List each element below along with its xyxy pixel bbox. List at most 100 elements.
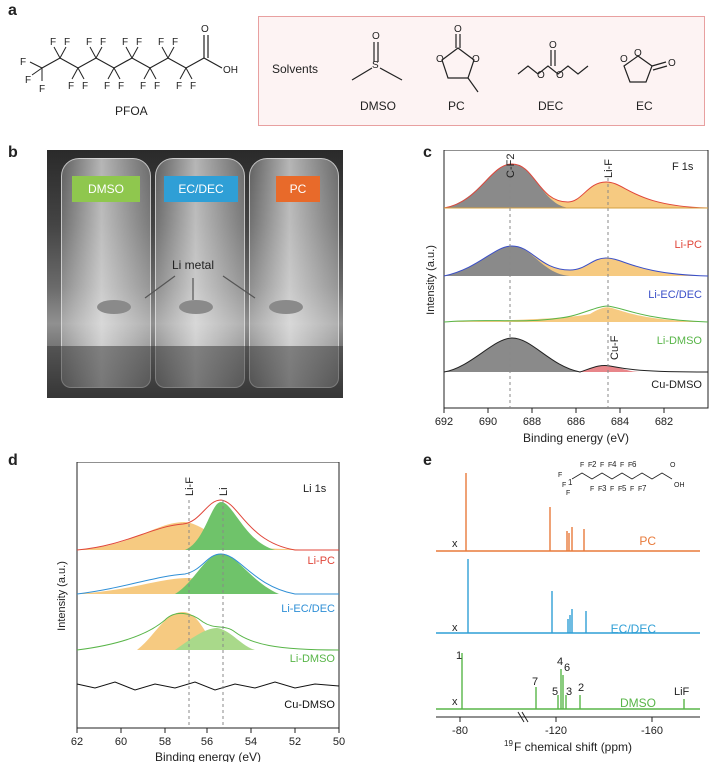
svg-text:684: 684: [611, 416, 629, 428]
pc-x-marker: x: [452, 538, 458, 550]
svg-text:F: F: [608, 462, 612, 469]
trace-cu-dmso: [76, 681, 340, 691]
svg-text:690: 690: [479, 416, 497, 428]
solvents-label: Solvents: [272, 62, 319, 76]
svg-text:F: F: [588, 462, 592, 469]
f1s-title: F 1s: [672, 161, 694, 173]
svg-text:3: 3: [602, 484, 607, 493]
svg-text:O: O: [556, 70, 564, 81]
svg-text:56: 56: [201, 736, 213, 748]
svg-text:F: F: [638, 486, 642, 493]
panel-letter-c: c: [423, 144, 432, 161]
solvent-ec-label: EC: [636, 99, 653, 113]
solvent-dec-label: DEC: [538, 99, 564, 113]
solvents-box: [258, 16, 705, 126]
panel-letter-a: a: [8, 2, 17, 19]
f1s-ylabel: Intensity (a.u.): [425, 245, 437, 315]
svg-text:1: 1: [568, 478, 573, 487]
svg-text:686: 686: [567, 416, 585, 428]
svg-text:O: O: [634, 48, 642, 59]
svg-text:F: F: [25, 75, 31, 86]
li1s-lif-label: Li-F: [184, 477, 196, 496]
svg-text:OH: OH: [674, 482, 685, 489]
solvent-dmso-label: DMSO: [360, 99, 396, 113]
li-metal-label: Li metal: [172, 258, 215, 272]
trace-ec-dec: [436, 559, 700, 634]
svg-text:F: F: [100, 37, 106, 48]
svg-text:O: O: [668, 58, 676, 69]
svg-text:F: F: [158, 37, 164, 48]
svg-text:O: O: [537, 70, 545, 81]
trace-li-dmso: [76, 613, 340, 651]
svg-text:F: F: [68, 81, 74, 92]
li1s-li-ec-dec-label: Li-EC/DEC: [281, 603, 335, 615]
f1s-li-dmso-label: Li-DMSO: [657, 335, 703, 347]
svg-text:O: O: [472, 54, 480, 65]
svg-text:F: F: [610, 486, 614, 493]
nmr-xlabel-superscript: 19: [504, 739, 513, 748]
svg-text:-120: -120: [545, 725, 567, 737]
trace-li-pc: [443, 163, 709, 209]
svg-text:F: F: [628, 462, 632, 469]
svg-text:F: F: [620, 462, 624, 469]
f1s-li-pc-label: Li-PC: [674, 239, 702, 251]
li1s-title: Li 1s: [303, 483, 327, 495]
svg-text:2: 2: [592, 460, 597, 469]
nmr-xlabel: F chemical shift (ppm): [514, 740, 632, 754]
dmso-x-marker: x: [452, 696, 458, 708]
solvent-pc-label: PC: [448, 99, 465, 113]
svg-text:F: F: [118, 81, 124, 92]
svg-text:O: O: [454, 24, 462, 35]
svg-text:O: O: [670, 462, 676, 469]
tag-dmso: DMSO: [72, 176, 140, 202]
svg-text:F: F: [154, 81, 160, 92]
svg-text:6: 6: [632, 460, 637, 469]
dmso-peak-6: 6: [564, 662, 570, 674]
svg-text:O: O: [549, 40, 557, 51]
svg-text:O: O: [372, 31, 380, 42]
nmr-pc-label: PC: [639, 534, 656, 548]
f1s-lif-label: Li-F: [603, 159, 615, 178]
svg-text:F: F: [50, 37, 56, 48]
li1s-xtick: 62: [71, 736, 83, 748]
svg-text:F: F: [39, 84, 45, 95]
svg-text:F: F: [598, 486, 602, 493]
pfoa-o-atom: O: [201, 24, 209, 35]
pfoa-inset-structure: F F F F F F F F F F F F F F F O OH 1 2 3…: [558, 460, 685, 497]
svg-text:F: F: [64, 37, 70, 48]
svg-text:F: F: [140, 81, 146, 92]
tag-pc: PC: [276, 176, 320, 202]
svg-text:F: F: [580, 462, 584, 469]
dmso-peak-7: 7: [532, 676, 538, 688]
dmso-peak-2: 2: [578, 682, 584, 694]
svg-text:4: 4: [612, 460, 617, 469]
svg-text:58: 58: [159, 736, 171, 748]
svg-text:F: F: [590, 486, 594, 493]
pfoa-label: PFOA: [115, 104, 148, 118]
li1s-li-pc-label: Li-PC: [307, 555, 335, 567]
trace-li-ec-dec: [443, 245, 709, 277]
nmr-ec-dec-label: EC/DEC: [611, 622, 657, 636]
f1s-li-ec-dec-label: Li-EC/DEC: [648, 289, 702, 301]
li1s-li-label: Li: [218, 487, 230, 496]
svg-text:F: F: [122, 37, 128, 48]
li1s-xps-chart: 62 60 58 56 54 52 50 Binding energy (eV)…: [56, 462, 345, 762]
li-metal-arrows: [144, 275, 256, 300]
svg-text:60: 60: [115, 736, 127, 748]
f1s-cuf-label: Cu-F: [609, 335, 621, 360]
svg-text:52: 52: [289, 736, 301, 748]
svg-text:F: F: [86, 37, 92, 48]
svg-text:F: F: [172, 37, 178, 48]
svg-text:F: F: [190, 81, 196, 92]
svg-text:F: F: [566, 490, 570, 497]
dmso-peak-lif: LiF: [674, 686, 690, 698]
trace-dmso: [436, 653, 700, 710]
trace-li-pc: [76, 499, 339, 551]
li1s-li-dmso-label: Li-DMSO: [290, 653, 336, 665]
dmso-s-atom: S: [372, 60, 379, 71]
li1s-cu-dmso-label: Cu-DMSO: [284, 699, 335, 711]
tag-ec-dec: EC/DEC: [164, 176, 238, 202]
dmso-peak-5: 5: [552, 686, 558, 698]
f19-nmr-chart: x x x 1 7 5 4 6 3 2 LiF PC EC/DEC DMSO -…: [436, 460, 700, 754]
